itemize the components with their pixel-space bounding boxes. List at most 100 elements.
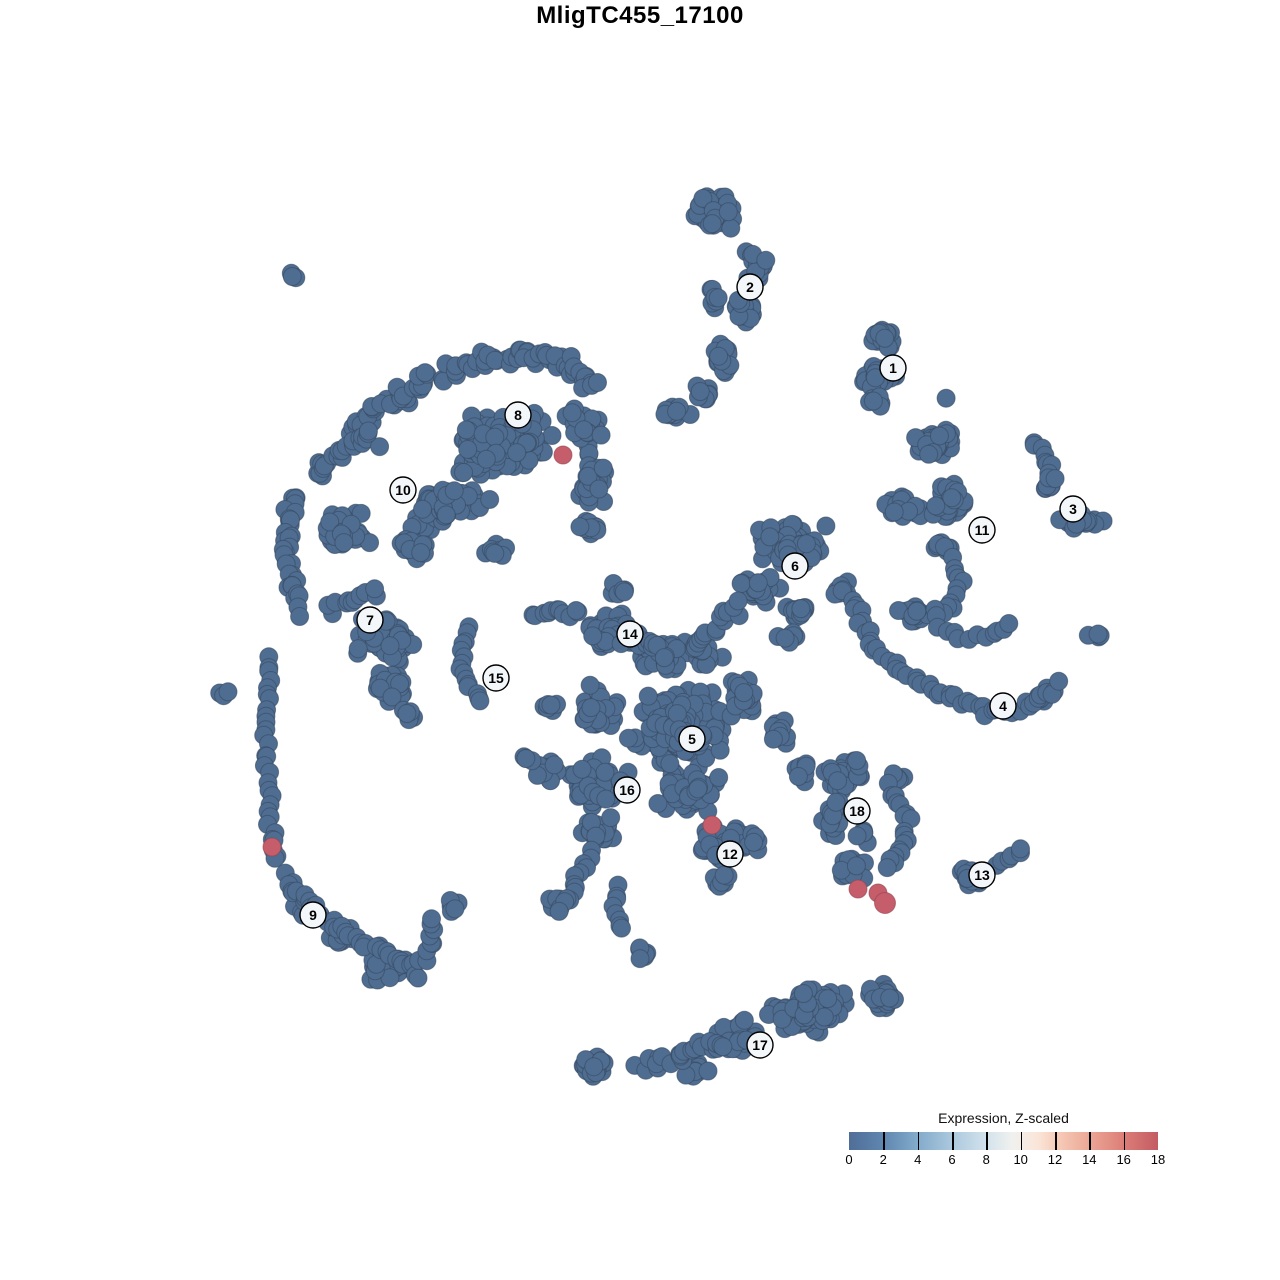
cell-point	[734, 1010, 754, 1030]
cell-point	[593, 458, 613, 478]
legend-tick-label: 16	[1116, 1152, 1131, 1167]
cell-point	[334, 533, 354, 553]
cell-point	[796, 534, 816, 554]
cell-point	[595, 762, 615, 782]
cluster-label-10: 10	[389, 476, 417, 504]
cell-point	[358, 421, 378, 441]
cell-point	[408, 968, 428, 988]
cluster-label-14: 14	[616, 620, 644, 648]
legend-tick-label: 12	[1047, 1152, 1063, 1167]
cluster-label-5: 5	[678, 725, 706, 753]
cell-point	[667, 704, 687, 724]
cell-point	[397, 704, 417, 723]
legend-tick-line	[952, 1132, 954, 1150]
cell-point	[584, 1057, 604, 1077]
cell-point	[553, 445, 573, 465]
cell-point	[702, 214, 722, 234]
legend-tick-label: 8	[982, 1152, 990, 1167]
cell-point	[290, 607, 310, 626]
cell-point	[846, 856, 866, 876]
legend-tick-line	[1123, 1132, 1126, 1150]
cell-point	[847, 751, 867, 770]
cluster-label-circle	[716, 840, 744, 868]
cell-point	[863, 391, 883, 411]
cell-point	[718, 202, 738, 222]
cell-point	[476, 449, 496, 469]
cell-point	[942, 488, 962, 508]
cluster-label-9: 9	[299, 901, 327, 929]
cluster-label-13: 13	[968, 861, 996, 889]
figure-title: MligTC455_17100	[536, 2, 744, 29]
cell-point	[775, 628, 795, 648]
cell-point	[690, 382, 710, 401]
cell-point	[791, 599, 811, 619]
cell-point	[884, 502, 904, 522]
cell-point	[929, 426, 949, 446]
cluster-label-text: 7	[366, 612, 374, 628]
cluster-label-text: 9	[309, 907, 317, 923]
cell-point	[877, 858, 897, 878]
cell-point	[709, 346, 729, 366]
cluster-label-text: 15	[488, 670, 504, 686]
cell-point	[731, 574, 751, 594]
cell-point	[698, 1061, 718, 1081]
cell-point	[1088, 624, 1108, 644]
cluster-label-4: 4	[989, 692, 1017, 720]
cluster-label-text: 3	[1069, 501, 1077, 517]
cell-point	[630, 949, 650, 969]
cluster-label-circle	[843, 797, 871, 825]
cell-point	[282, 267, 302, 286]
cluster-label-circle	[1059, 495, 1087, 523]
cell-point	[348, 639, 368, 659]
cell-point	[714, 865, 734, 885]
cell-point	[320, 512, 340, 532]
legend-tick-line	[917, 1132, 920, 1150]
cell-point	[875, 328, 895, 348]
cluster-label-circle	[613, 776, 641, 804]
cluster-label-text: 1	[889, 360, 897, 376]
cluster-label-1: 1	[879, 354, 907, 382]
cluster-label-text: 4	[999, 698, 1007, 714]
cluster-label-circle	[616, 620, 644, 648]
cell-point	[648, 794, 668, 813]
cell-point	[596, 789, 616, 809]
cell-point	[848, 879, 868, 899]
cell-point	[816, 516, 836, 536]
cluster-label-circle	[781, 552, 809, 580]
cell-point	[880, 988, 900, 1008]
cell-point	[814, 1007, 834, 1027]
cell-point	[436, 505, 456, 525]
cluster-label-7: 7	[356, 606, 384, 634]
cell-point	[365, 579, 385, 599]
legend-tick-line	[1089, 1132, 1091, 1150]
cell-point	[456, 420, 476, 440]
cluster-label-circle	[504, 401, 532, 429]
cell-point	[999, 614, 1019, 633]
cell-point	[788, 767, 808, 786]
cluster-label-3: 3	[1059, 495, 1087, 523]
cell-point	[654, 648, 674, 668]
cell-point	[562, 403, 582, 423]
cell-point	[470, 691, 490, 711]
cluster-label-circle	[356, 606, 384, 634]
cell-point	[454, 463, 473, 482]
cell-point	[422, 909, 441, 929]
cell-point	[756, 250, 776, 270]
cluster-label-11: 11	[968, 516, 996, 544]
cell-point	[638, 686, 658, 706]
cell-point	[445, 899, 465, 919]
cell-point	[583, 626, 603, 646]
cell-point	[618, 728, 638, 748]
cell-point	[612, 918, 631, 938]
cell-point	[874, 892, 896, 914]
cluster-label-text: 10	[395, 482, 411, 498]
cell-point	[415, 363, 435, 383]
cluster-label-circle	[482, 664, 510, 692]
cell-point	[580, 675, 600, 695]
legend-tick-label: 6	[948, 1152, 956, 1167]
cluster-label-15: 15	[482, 664, 510, 692]
cluster-label-circle	[389, 476, 417, 504]
cell-point	[485, 543, 505, 563]
cluster-label-8: 8	[504, 401, 532, 429]
legend-tick-label: 0	[845, 1152, 853, 1167]
